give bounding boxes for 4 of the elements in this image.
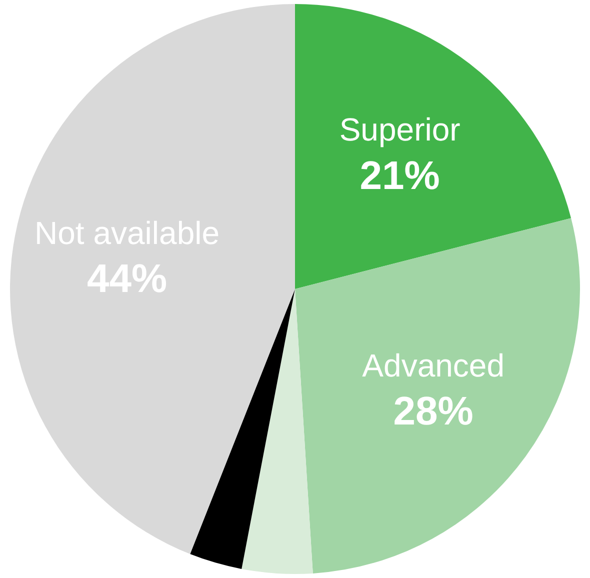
data-label: 28% [393,390,474,434]
data-label: 21% [360,154,440,198]
slice-label: Superior [339,112,461,148]
slice-label: Advanced [362,347,505,384]
